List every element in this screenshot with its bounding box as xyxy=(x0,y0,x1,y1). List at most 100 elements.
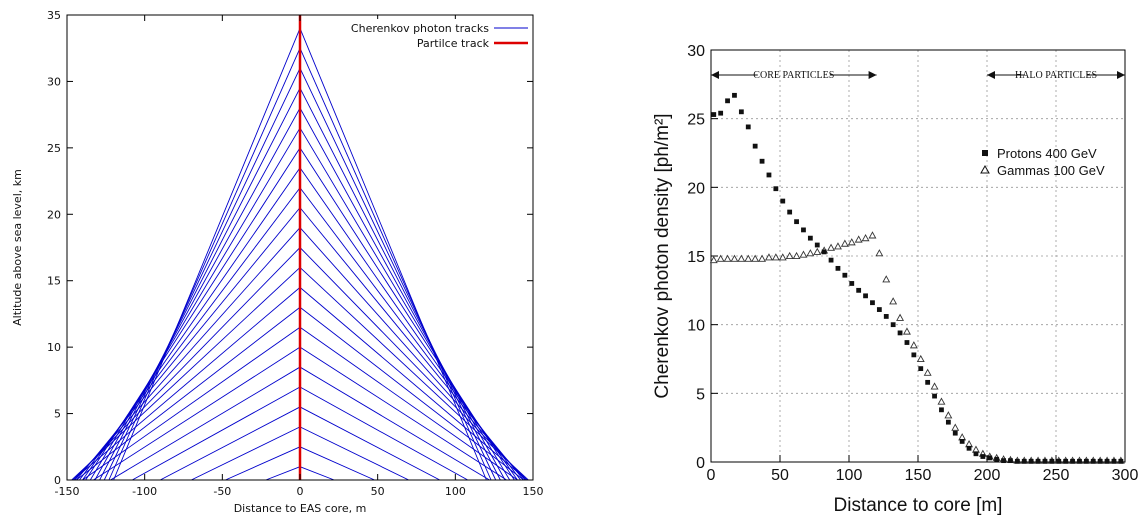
legend-marker-gammas xyxy=(980,164,990,174)
photon-track xyxy=(299,207,525,481)
photon-track xyxy=(299,326,518,481)
photon-track xyxy=(299,127,511,481)
gammas-point xyxy=(951,423,960,431)
protons-point xyxy=(856,287,862,293)
right-chart: 0 50 100 150 200 250 300 0 5 10 15 20 25 30 CORE PART… xyxy=(652,43,1138,516)
photon-track xyxy=(82,326,301,481)
y-tick-label: 0 xyxy=(54,474,61,487)
photon-tracks xyxy=(71,15,529,481)
legend-label-gammas: Gammas 100 GeV xyxy=(997,163,1105,178)
protons-point xyxy=(766,172,772,178)
protons-point xyxy=(1014,458,1020,464)
protons-point xyxy=(959,439,965,444)
protons-point xyxy=(876,307,882,312)
protons-point xyxy=(1077,458,1082,464)
gammas-point xyxy=(799,250,808,258)
x-tick-label: -50 xyxy=(213,485,231,498)
protons-point xyxy=(1056,458,1062,464)
annotation-arrowhead xyxy=(711,71,719,79)
protons-point xyxy=(987,455,993,461)
right-x-axis-label: Distance to core [m] xyxy=(834,495,1003,516)
photon-track xyxy=(75,207,301,481)
gammas-point xyxy=(882,275,891,283)
photon-track xyxy=(299,366,490,481)
y-tick-label: 20 xyxy=(47,208,61,221)
left-legend: Cherenkov photon tracks Partilce track xyxy=(342,19,529,53)
photon-track xyxy=(299,67,497,481)
photon-track xyxy=(159,406,301,481)
photon-track xyxy=(72,247,301,481)
x-tick-label: -100 xyxy=(132,485,157,498)
gammas-point xyxy=(785,251,794,260)
gammas-point xyxy=(889,297,898,305)
x-tick-label: 250 xyxy=(1043,467,1070,484)
left-y-axis-label: Altitude above sea level, km xyxy=(11,169,24,326)
gammas-point xyxy=(806,249,815,257)
right-annotations: CORE PARTICLES HALO PARTICLES xyxy=(711,70,1125,81)
photon-track xyxy=(108,48,301,481)
protons-point xyxy=(1021,458,1027,464)
gammas-point xyxy=(847,238,856,246)
protons-point xyxy=(738,109,744,115)
x-tick-label: 100 xyxy=(445,485,466,498)
x-tick-label: 50 xyxy=(771,467,789,484)
protons-point xyxy=(925,379,931,385)
photon-track xyxy=(299,346,507,481)
protons-point xyxy=(849,281,855,286)
protons-point xyxy=(973,451,979,457)
gammas-point xyxy=(771,253,780,261)
annotation-arrowhead xyxy=(987,71,995,79)
protons-point xyxy=(1111,458,1117,464)
photon-track xyxy=(299,446,375,481)
protons-point xyxy=(732,92,737,98)
protons-point xyxy=(883,314,889,319)
protons-point xyxy=(711,112,717,117)
y-tick-label: 10 xyxy=(47,341,61,354)
protons-point xyxy=(1042,458,1048,464)
gammas-point xyxy=(909,341,918,349)
protons-point xyxy=(801,227,806,233)
protons-point xyxy=(814,242,820,248)
gammas-point xyxy=(813,247,822,255)
protons-point xyxy=(994,456,1000,462)
protons-point xyxy=(821,249,827,255)
protons-point xyxy=(980,454,986,459)
gammas-point xyxy=(792,251,801,260)
protons-point xyxy=(1001,458,1006,464)
gammas-point xyxy=(875,249,884,257)
gammas-point xyxy=(716,254,725,262)
annotation-arrowhead xyxy=(868,71,877,79)
protons-point xyxy=(835,265,841,271)
protons-point xyxy=(787,209,793,215)
gammas-point xyxy=(751,254,760,262)
y-tick-label: 15 xyxy=(47,275,61,288)
y-tick-label: 25 xyxy=(687,112,705,129)
photon-track xyxy=(299,426,409,481)
photon-track xyxy=(74,227,301,481)
protons-point xyxy=(725,98,730,104)
protons-point xyxy=(1035,458,1041,464)
protons-point xyxy=(897,330,903,336)
legend-label-particle: Partilce track xyxy=(417,37,490,50)
y-tick-label: 0 xyxy=(696,455,705,472)
gammas-point xyxy=(758,254,767,262)
protons-point xyxy=(1028,458,1034,464)
protons-point xyxy=(1090,458,1096,464)
right-grid xyxy=(710,49,1126,463)
annotation-halo-particles: HALO PARTICLES xyxy=(1015,70,1097,81)
protons-point xyxy=(1063,458,1069,464)
left-chart: -150 -100 -50 0 50 100 150 0 5 10 15 20 25 30 35 Dista… xyxy=(11,9,544,515)
x-tick-label: 100 xyxy=(836,467,863,484)
protons-point xyxy=(718,110,724,116)
protons-point xyxy=(890,322,896,328)
y-tick-label: 5 xyxy=(696,386,705,403)
gammas-point xyxy=(833,242,842,250)
annotation-arrowhead xyxy=(1117,71,1125,79)
gammas-point xyxy=(930,382,939,390)
photon-track xyxy=(299,287,528,481)
protons-point xyxy=(1070,458,1075,464)
left-axis-ticks: -150 -100 -50 0 50 100 150 0 5 10 15 20 25 30 35 xyxy=(47,9,544,498)
photon-track xyxy=(72,287,301,481)
photon-track xyxy=(103,67,301,481)
photon-track xyxy=(299,466,335,481)
